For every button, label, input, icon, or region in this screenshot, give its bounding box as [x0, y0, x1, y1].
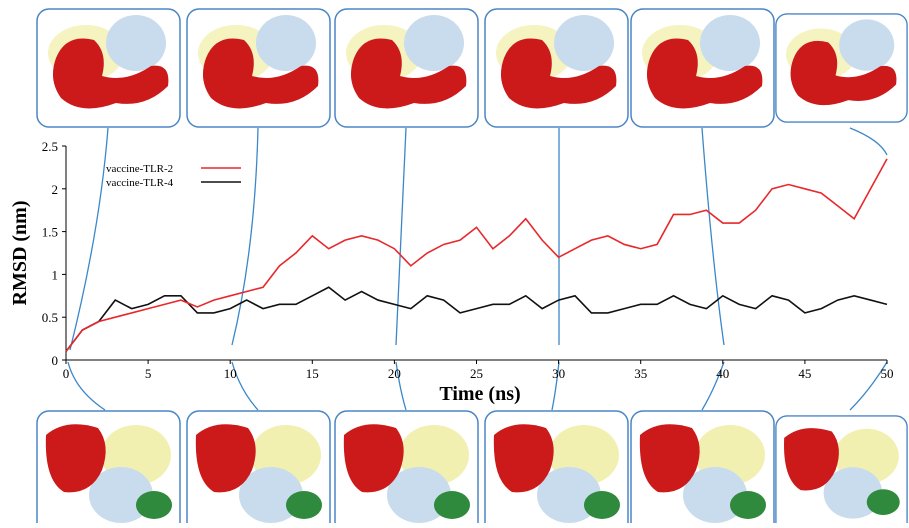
y-tick-label: 1.5	[42, 225, 58, 240]
x-tick-label: 50	[881, 366, 894, 381]
y-tick-label: 0.5	[42, 310, 58, 325]
arrows	[67, 127, 888, 411]
x-tick-label: 15	[306, 366, 319, 381]
x-tick-label: 25	[470, 366, 483, 381]
series-line	[65, 158, 888, 352]
x-axis-label: Time (ns)	[439, 383, 520, 405]
y-axis-label: RMSD (nm)	[9, 201, 31, 306]
y-tick-label: 0	[52, 353, 59, 368]
x-tick-label: 35	[634, 366, 647, 381]
x-tick-label: 40	[716, 366, 729, 381]
y-tick-label: 2	[52, 182, 59, 197]
y-tick-label: 1	[52, 267, 59, 282]
legend-label: vaccine-TLR-2	[106, 163, 173, 175]
legend-label: vaccine-TLR-4	[106, 177, 174, 189]
x-tick-label: 45	[798, 366, 811, 381]
x-tick-label: 30	[552, 366, 565, 381]
x-tick-label: 5	[145, 366, 152, 381]
x-tick-label: 20	[388, 366, 401, 381]
x-tick-label: 0	[63, 366, 70, 381]
x-tick-label: 10	[224, 366, 237, 381]
structure-panels	[36, 8, 908, 528]
y-tick-label: 2.5	[42, 139, 58, 154]
series-line	[65, 286, 888, 352]
